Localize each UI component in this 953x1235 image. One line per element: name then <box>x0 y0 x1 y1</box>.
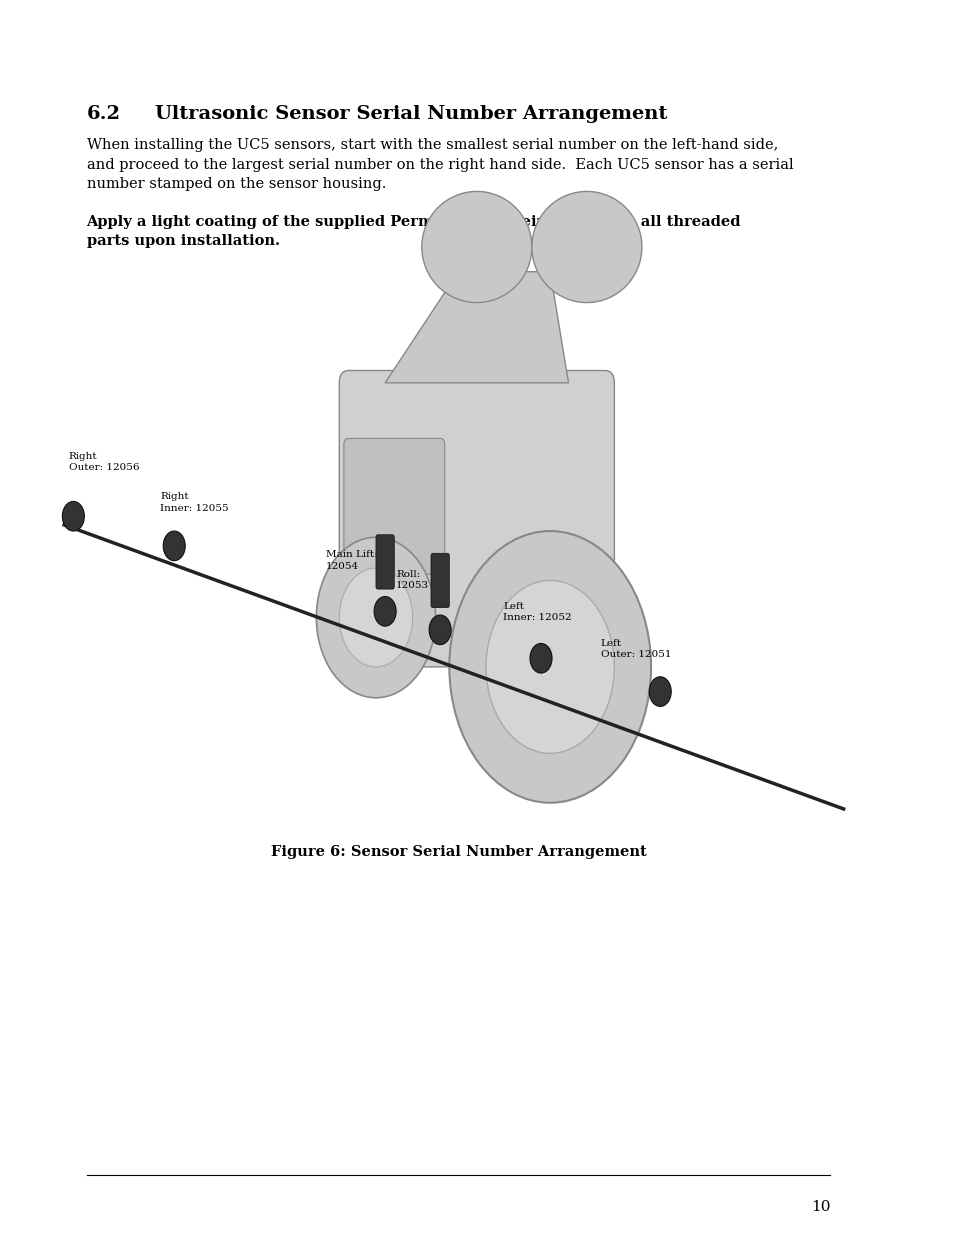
Polygon shape <box>385 272 568 383</box>
Text: 10: 10 <box>810 1200 830 1214</box>
Circle shape <box>163 531 185 561</box>
Circle shape <box>449 531 650 803</box>
Circle shape <box>374 597 395 626</box>
Text: Right
Inner: 12055: Right Inner: 12055 <box>160 493 229 513</box>
Ellipse shape <box>421 191 531 303</box>
Circle shape <box>485 580 614 753</box>
Text: Left
Outer: 12051: Left Outer: 12051 <box>600 640 670 659</box>
Text: Ultrasonic Sensor Serial Number Arrangement: Ultrasonic Sensor Serial Number Arrangem… <box>155 105 667 124</box>
Circle shape <box>316 537 436 698</box>
Text: Main Lift:
12054: Main Lift: 12054 <box>325 551 376 571</box>
Circle shape <box>530 643 552 673</box>
Text: 6.2: 6.2 <box>87 105 120 124</box>
Circle shape <box>429 615 451 645</box>
Circle shape <box>62 501 84 531</box>
Text: Figure 6: Sensor Serial Number Arrangement: Figure 6: Sensor Serial Number Arrangeme… <box>271 845 646 860</box>
Circle shape <box>649 677 671 706</box>
Circle shape <box>339 568 413 667</box>
FancyBboxPatch shape <box>375 535 394 589</box>
Ellipse shape <box>531 191 641 303</box>
FancyBboxPatch shape <box>431 553 449 608</box>
Text: Right
Outer: 12056: Right Outer: 12056 <box>69 452 139 472</box>
Text: Apply a light coating of the supplied Permatex Anti-seize grease to all threaded: Apply a light coating of the supplied Pe… <box>87 215 740 248</box>
FancyBboxPatch shape <box>343 438 444 574</box>
Text: Roll:
12053: Roll: 12053 <box>395 571 429 590</box>
Text: When installing the UC5 sensors, start with the smallest serial number on the le: When installing the UC5 sensors, start w… <box>87 138 792 191</box>
Text: Left
Inner: 12052: Left Inner: 12052 <box>503 603 572 622</box>
FancyBboxPatch shape <box>339 370 614 667</box>
